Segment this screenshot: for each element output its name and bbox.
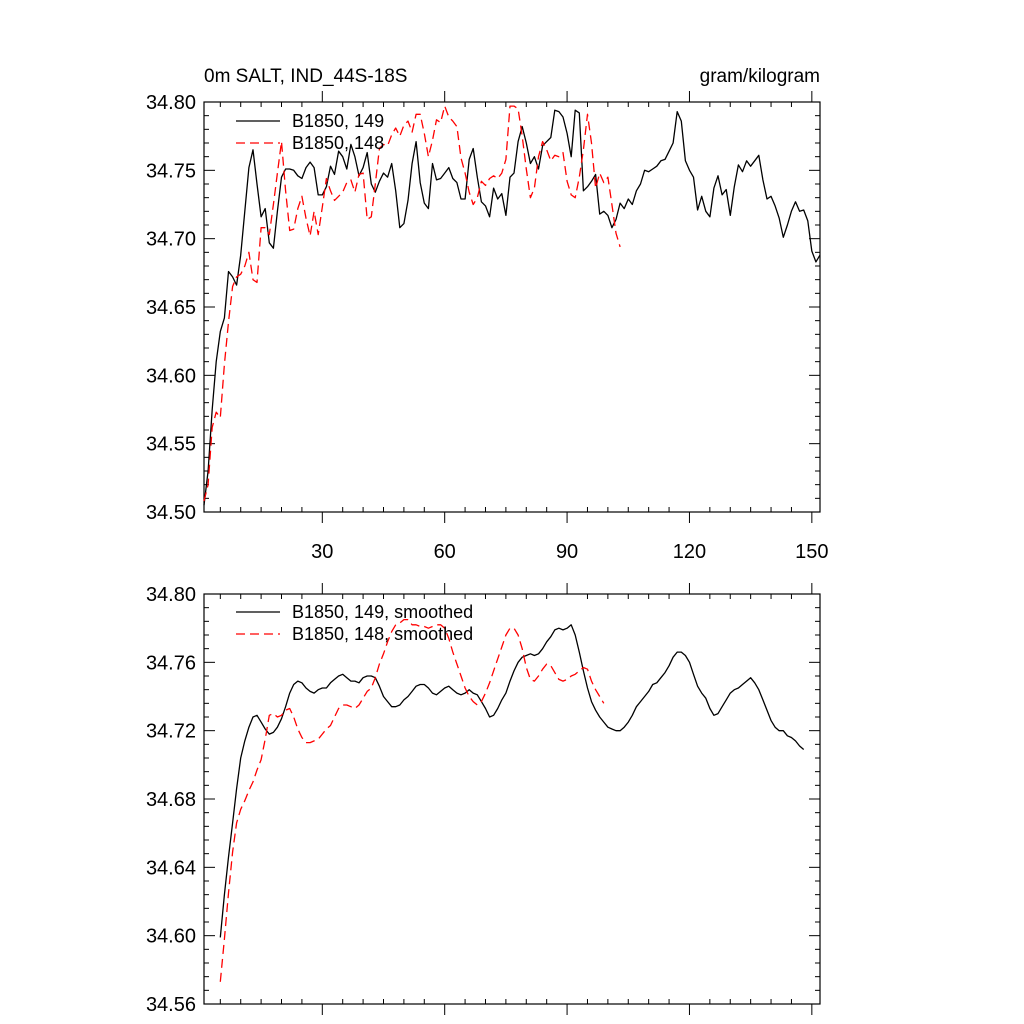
y-tick-label: 34.80	[146, 584, 196, 606]
x-tick-label: 60	[434, 541, 456, 563]
y-tick-label: 34.68	[146, 789, 196, 811]
series-line-b1850-149	[219, 624, 805, 938]
legend-label: B1850, 149	[292, 111, 384, 131]
bottom-panel: 34.56 34.60 34.64 34.68 34.72 34.76 34.80 B185…	[146, 583, 821, 1016]
y-tick-label: 34.64	[146, 857, 196, 879]
y-tick-label: 34.72	[146, 721, 196, 743]
ticks-bottom: 34.56 34.60 34.64 34.68 34.72 34.76 34.80	[146, 583, 820, 1016]
ticks-top: 34.50 34.55 34.60 34.65 34.70 34.75 34.80 30 60 9…	[146, 91, 829, 563]
x-tick-label: 90	[556, 541, 578, 563]
series-line-b1850-149	[203, 109, 821, 506]
legend-label: B1850, 148, smoothed	[292, 624, 473, 644]
y-tick-label: 34.70	[146, 229, 196, 251]
y-tick-label: 34.55	[146, 434, 196, 456]
series-line-b1850-148	[203, 105, 621, 502]
series-line-b1850-148	[219, 618, 605, 982]
legend-label: B1850, 148	[292, 133, 384, 153]
y-tick-label: 34.56	[146, 994, 196, 1016]
plot-frame-top	[203, 101, 821, 513]
series-top	[203, 105, 821, 506]
y-tick-label: 34.65	[146, 297, 196, 319]
x-tick-label: 30	[311, 541, 333, 563]
chart-title-right: gram/kilogram	[700, 66, 820, 87]
top-panel: 0m SALT, IND_44S-18S gram/kilogram 34.50…	[146, 66, 829, 563]
y-tick-label: 34.60	[146, 365, 196, 387]
series-bottom	[219, 618, 805, 982]
y-tick-label: 34.50	[146, 502, 196, 524]
y-tick-label: 34.75	[146, 160, 196, 182]
y-tick-label: 34.76	[146, 652, 196, 674]
chart-title-left: 0m SALT, IND_44S-18S	[204, 66, 407, 87]
y-tick-label: 34.80	[146, 92, 196, 114]
x-tick-label: 120	[673, 541, 706, 563]
plot-frame-bottom	[203, 593, 821, 1005]
x-tick-label: 150	[795, 541, 828, 563]
legend-label: B1850, 149, smoothed	[292, 602, 473, 622]
y-tick-label: 34.60	[146, 926, 196, 948]
